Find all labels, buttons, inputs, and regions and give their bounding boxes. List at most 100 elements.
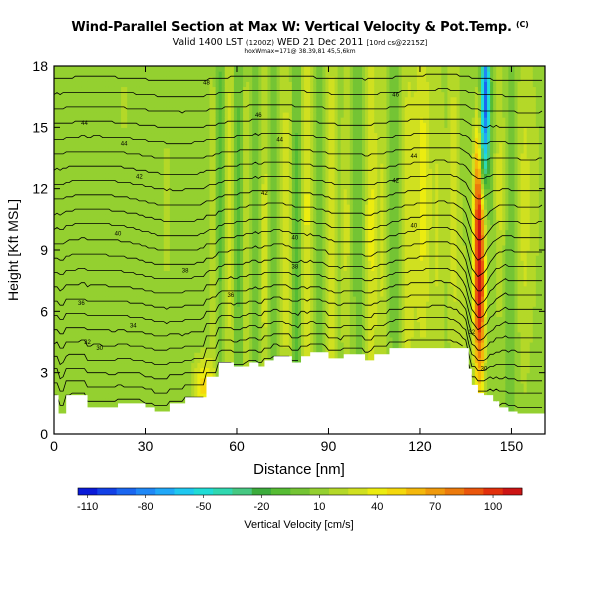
w-cell <box>111 152 116 159</box>
w-cell <box>154 296 159 302</box>
w-cell <box>87 352 92 358</box>
w-cell <box>233 260 238 266</box>
w-cell <box>154 408 159 415</box>
w-cell <box>130 106 134 113</box>
w-cell <box>261 214 266 220</box>
w-cell <box>191 224 195 231</box>
w-cell <box>194 347 198 353</box>
w-cell <box>133 178 137 185</box>
w-cell <box>160 388 165 394</box>
w-cell <box>118 183 122 190</box>
w-cell <box>172 229 177 236</box>
w-cell <box>54 347 58 353</box>
w-cell <box>200 81 205 88</box>
w-cell <box>179 250 183 256</box>
w-cell <box>200 66 205 72</box>
w-cell <box>215 132 220 139</box>
w-cell <box>194 209 198 215</box>
w-cell <box>221 255 226 261</box>
w-cell <box>206 301 211 307</box>
w-cell <box>175 377 180 384</box>
w-cell <box>227 311 232 318</box>
w-cell <box>243 229 247 236</box>
w-cell <box>118 147 122 154</box>
w-cell <box>166 342 171 348</box>
w-cell <box>99 270 104 277</box>
w-cell <box>105 198 110 205</box>
w-cell <box>221 321 226 328</box>
w-cell <box>233 244 238 251</box>
w-cell <box>194 76 198 82</box>
w-cell <box>175 362 180 369</box>
w-cell <box>69 265 73 272</box>
w-cell <box>224 168 229 174</box>
w-cell <box>136 382 140 389</box>
w-cell <box>69 86 73 93</box>
w-cell <box>108 388 113 394</box>
w-cell <box>105 71 110 77</box>
w-cell <box>60 66 64 72</box>
w-cell <box>111 362 116 369</box>
w-cell <box>246 336 250 343</box>
w-cell <box>60 377 64 384</box>
w-cell <box>215 152 220 159</box>
w-cell <box>157 106 162 113</box>
w-cell <box>209 275 214 282</box>
w-cell <box>66 372 70 379</box>
w-cell <box>111 265 116 272</box>
w-cell <box>66 357 70 364</box>
w-cell <box>218 265 223 272</box>
w-cell <box>63 96 67 103</box>
w-cell <box>75 168 79 174</box>
w-cell <box>54 377 58 384</box>
w-cell <box>191 91 195 98</box>
w-cell <box>209 137 214 144</box>
w-cell <box>111 142 116 149</box>
w-cell <box>212 270 217 277</box>
w-cell <box>142 183 147 190</box>
w-cell <box>145 311 150 318</box>
w-cell <box>233 239 238 246</box>
w-cell <box>60 326 64 333</box>
w-cell <box>224 178 229 185</box>
w-cell <box>154 321 159 328</box>
w-cell <box>166 382 171 389</box>
w-cell <box>185 106 189 113</box>
w-cell <box>191 326 195 333</box>
w-cell <box>179 321 183 328</box>
w-cell <box>54 147 58 154</box>
w-cell <box>227 255 232 261</box>
w-cell <box>136 142 140 149</box>
w-cell <box>72 66 76 72</box>
w-cell <box>203 296 208 302</box>
w-cell <box>87 193 92 200</box>
w-cell <box>160 285 165 292</box>
w-cell <box>118 204 122 210</box>
w-cell <box>60 280 64 287</box>
w-cell <box>151 367 156 374</box>
w-cell <box>81 137 86 144</box>
w-cell <box>157 403 162 410</box>
w-cell <box>57 265 61 272</box>
w-cell <box>200 239 205 246</box>
w-cell <box>233 209 238 215</box>
w-cell <box>209 342 214 348</box>
w-cell <box>130 296 134 302</box>
w-cell <box>127 122 131 128</box>
w-cell <box>72 86 76 93</box>
w-cell <box>264 326 269 333</box>
w-cell <box>212 219 217 226</box>
w-cell <box>148 239 153 246</box>
w-cell <box>224 152 229 159</box>
w-cell <box>227 106 232 113</box>
w-cell <box>236 316 241 323</box>
w-cell <box>60 290 64 297</box>
w-cell <box>252 352 256 358</box>
w-cell <box>188 76 192 82</box>
w-cell <box>166 352 171 358</box>
w-cell <box>163 296 168 302</box>
w-cell <box>118 321 122 328</box>
w-cell <box>111 137 116 144</box>
w-cell <box>160 280 165 287</box>
w-cell <box>200 377 205 384</box>
